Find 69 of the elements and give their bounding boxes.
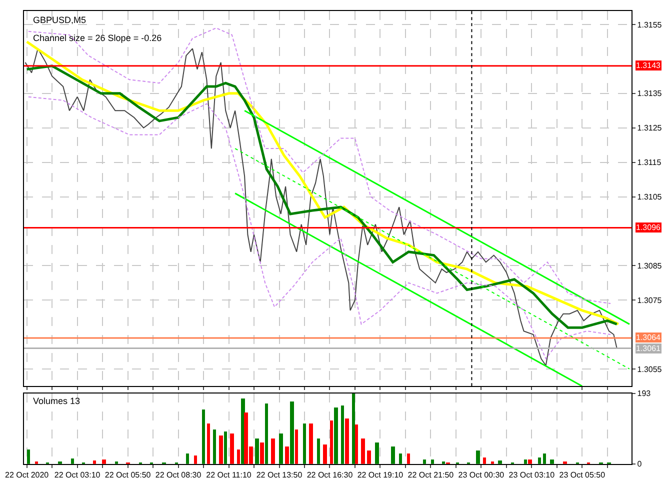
- x-tick-label: 22 Oct 05:50: [104, 470, 152, 480]
- ref-line-label: 1.3143: [636, 61, 662, 70]
- y-tick-label: 1.3155: [637, 20, 662, 30]
- bar: [265, 403, 268, 464]
- line-series: [28, 96, 612, 360]
- bar: [194, 455, 197, 464]
- bar: [237, 449, 240, 464]
- bar: [285, 446, 289, 464]
- bar: [271, 438, 275, 464]
- bar: [71, 458, 74, 464]
- x-tick-label: 22 Oct 2020: [5, 470, 50, 480]
- x-tick-label: 22 Oct 21:50: [408, 470, 454, 480]
- bar: [230, 433, 234, 464]
- x-tick-label: 23 Oct 03:10: [508, 470, 556, 480]
- bar: [355, 424, 358, 464]
- bar: [279, 433, 283, 464]
- y-tick-label: 0: [637, 460, 642, 469]
- x-tick-label: 22 Oct 16:30: [306, 470, 354, 480]
- bar: [186, 453, 189, 464]
- bar: [260, 442, 264, 464]
- y-tick-label: 1.3075: [637, 296, 662, 305]
- y-tick-label: 1.3135: [637, 89, 662, 98]
- bar: [27, 449, 30, 464]
- y-tick-label: 1.3085: [637, 261, 662, 270]
- bar: [309, 423, 313, 464]
- bar: [543, 453, 546, 464]
- bar: [207, 423, 210, 464]
- x-tick-label: 23 Oct 05:50: [559, 470, 606, 480]
- bar: [213, 429, 216, 464]
- x-tick-label: 22 Oct 08:30: [155, 470, 202, 480]
- y-tick-label: 1.3115: [637, 158, 662, 168]
- bar: [290, 401, 294, 464]
- y-tick-label: 193: [637, 389, 652, 398]
- ref-line-label: 1.3061: [636, 344, 662, 353]
- bar: [361, 438, 365, 464]
- bar: [317, 438, 320, 464]
- annotation: GBPUSD,M5: [33, 15, 86, 25]
- bar: [483, 457, 486, 464]
- annotation: Volumes 13: [33, 396, 80, 406]
- bar: [202, 409, 205, 464]
- bar: [407, 453, 410, 464]
- bar: [323, 444, 327, 464]
- x-tick-label: 22 Oct 19:10: [357, 470, 404, 480]
- x-tick-label: 23 Oct 00:30: [458, 470, 505, 480]
- bar: [295, 429, 298, 464]
- bar: [399, 453, 402, 464]
- bar: [224, 431, 227, 464]
- bar: [341, 405, 344, 464]
- bar: [255, 438, 259, 464]
- bar: [367, 450, 371, 464]
- annotation: Channel size = 26 Slope = -0.26: [33, 33, 162, 43]
- x-tick-label: 22 Oct 11:10: [206, 470, 252, 480]
- y-tick-label: 1.3125: [637, 124, 662, 133]
- bar: [391, 446, 395, 464]
- bar: [345, 418, 349, 464]
- x-tick-label: 22 Oct 03:10: [54, 470, 101, 480]
- bar: [219, 435, 223, 464]
- ref-line-label: 1.3064: [636, 333, 662, 342]
- bar: [303, 423, 306, 464]
- x-tick-label: 22 Oct 13:50: [256, 470, 303, 480]
- y-tick-label: 1.3055: [637, 364, 662, 374]
- bar: [330, 420, 333, 464]
- y-tick-label: 1.3105: [637, 192, 662, 202]
- bar: [476, 450, 480, 464]
- line-series: [24, 48, 618, 366]
- ref-line-label: 1.3096: [636, 223, 662, 232]
- bar: [538, 457, 541, 464]
- bar: [334, 407, 338, 464]
- bar: [375, 442, 379, 464]
